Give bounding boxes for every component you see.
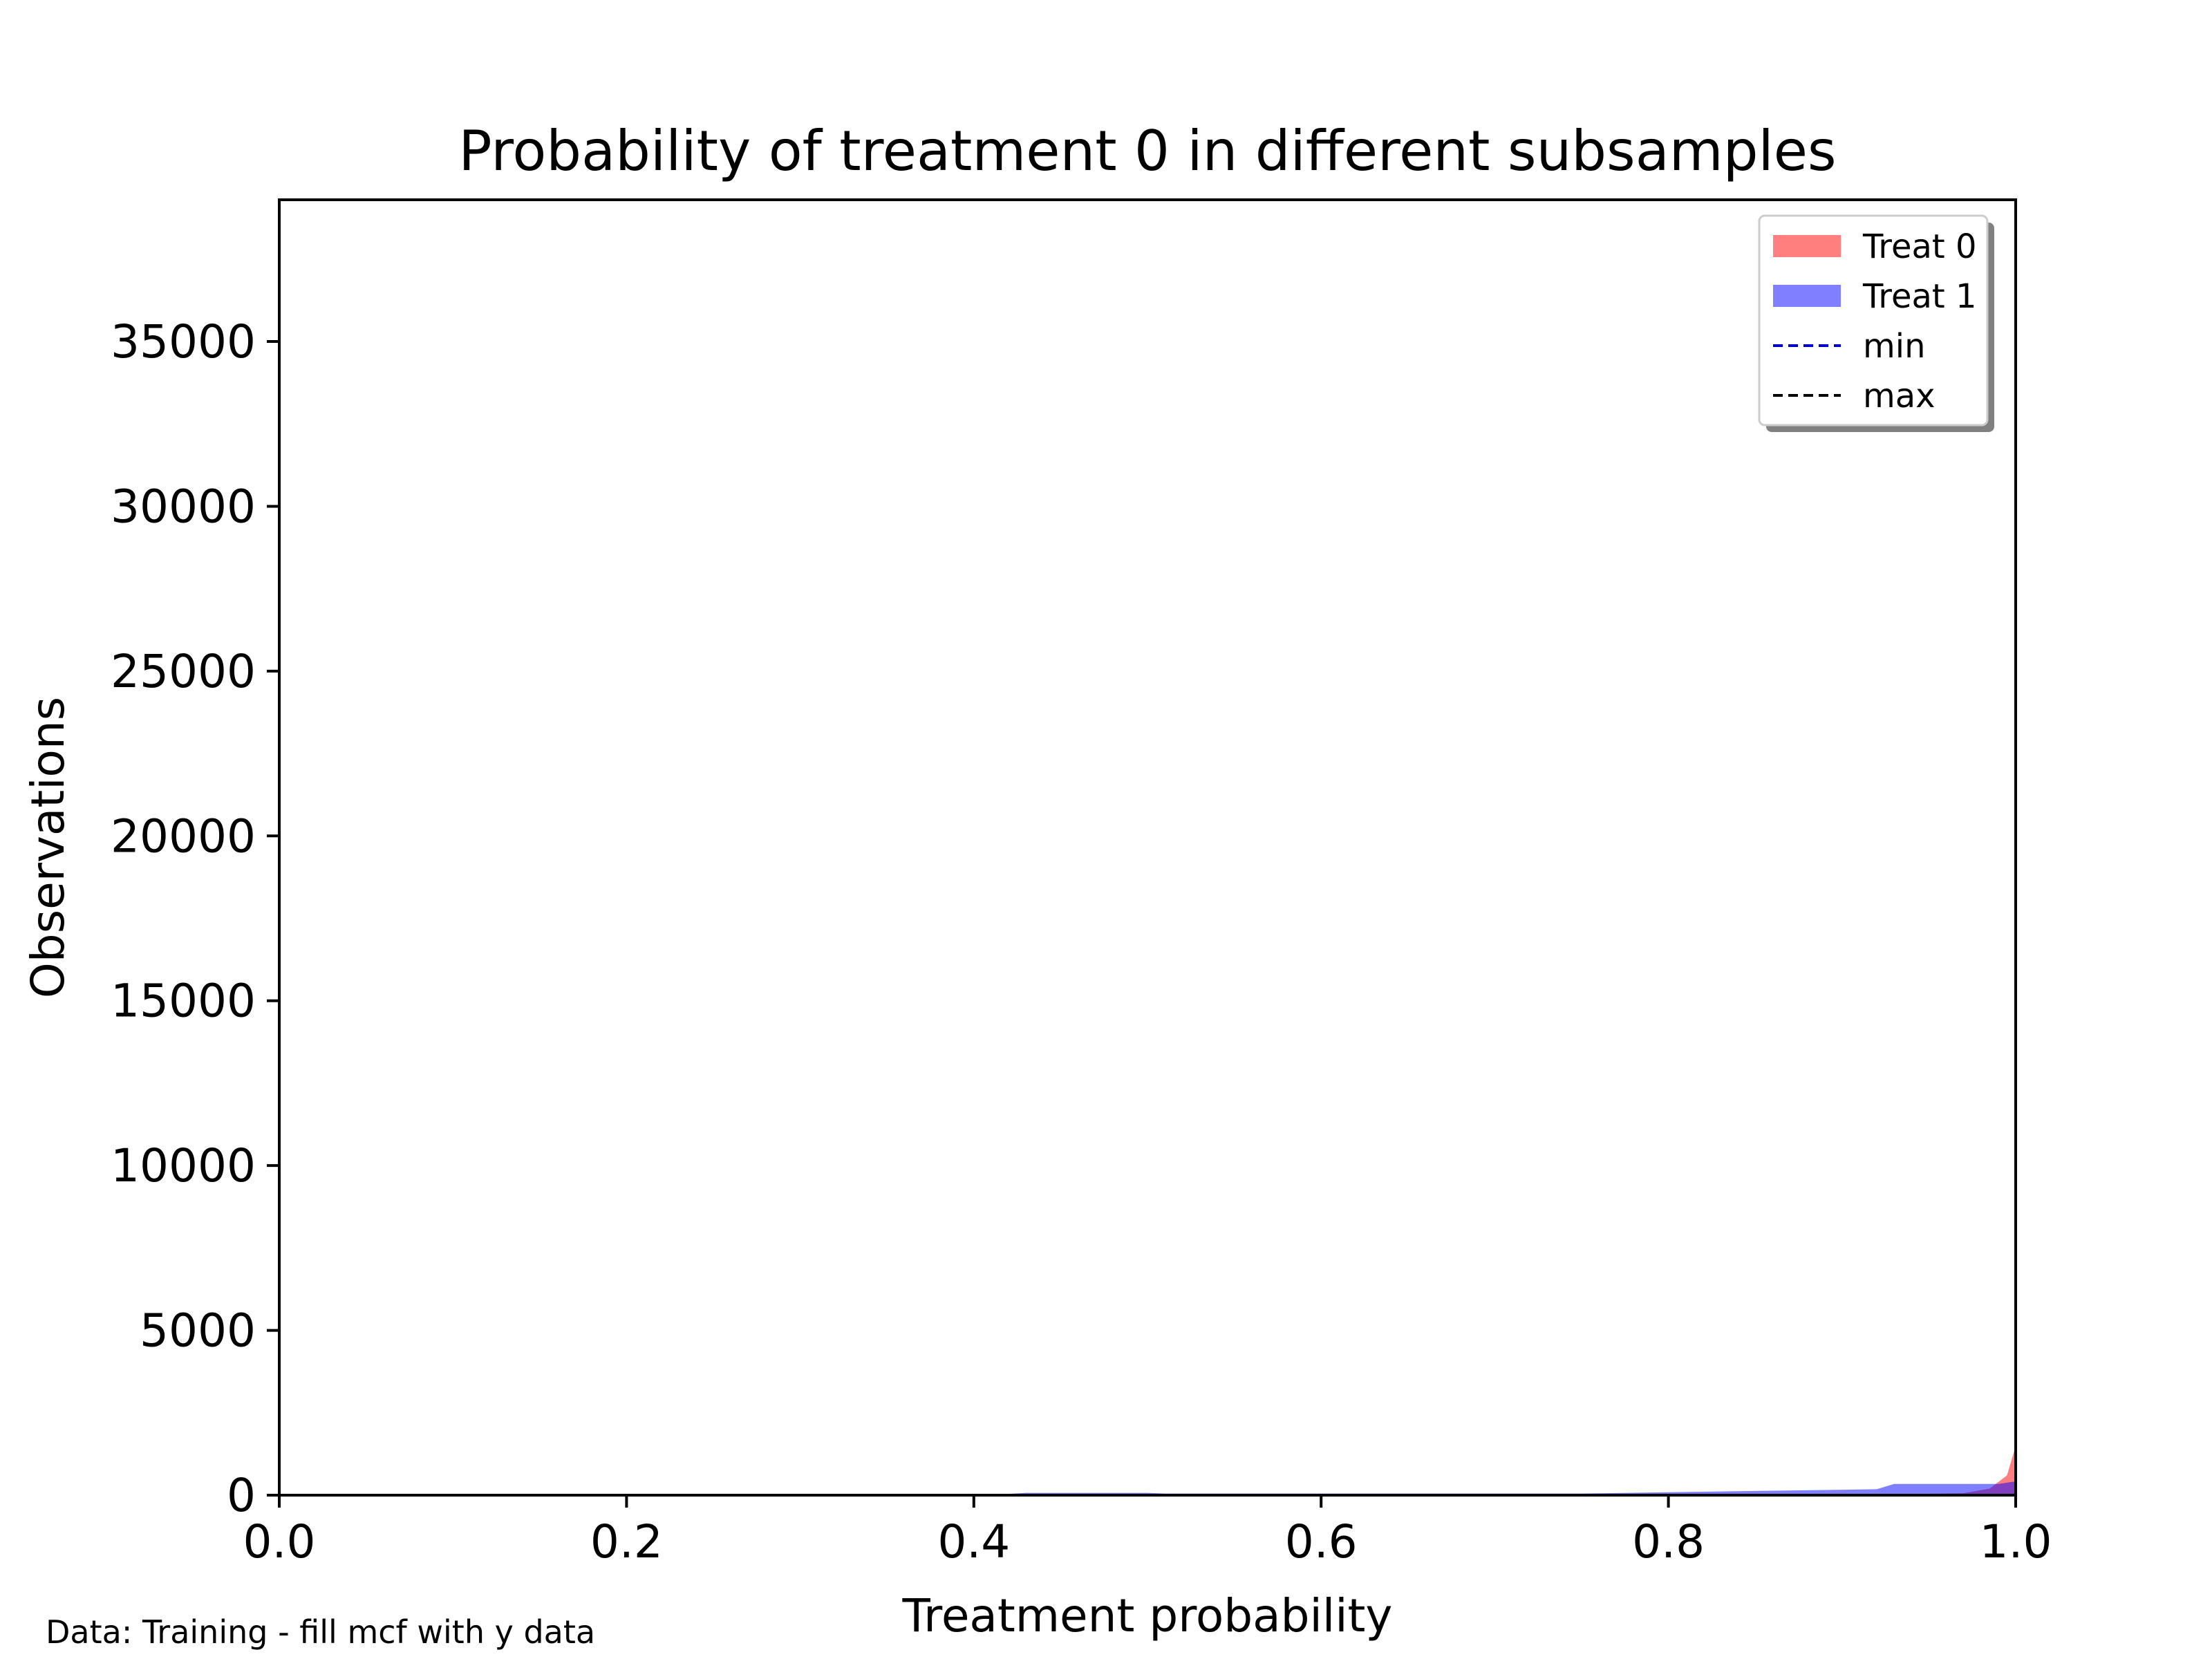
legend-label-min: min xyxy=(1863,327,1926,366)
legend: Treat 0 Treat 1 min max xyxy=(1758,214,1994,432)
x-tick-label: 0.6 xyxy=(1285,1515,1358,1568)
series-area-treat-1 xyxy=(279,1481,2016,1495)
y-tick-label: 5000 xyxy=(140,1304,256,1358)
axes-frame xyxy=(278,198,2017,1497)
y-tick-label: 35000 xyxy=(111,315,256,368)
y-tick-label: 20000 xyxy=(111,809,256,863)
legend-box xyxy=(1758,214,1989,427)
x-tick-label: 0.0 xyxy=(243,1515,316,1568)
legend-swatch-treat-0 xyxy=(1773,235,1841,257)
x-tick-label: 0.4 xyxy=(937,1515,1010,1568)
chart-title: Probability of treatment 0 in different … xyxy=(458,119,1836,183)
y-tick-label: 10000 xyxy=(111,1139,256,1192)
x-axis: 0.0 0.2 0.4 0.6 0.8 1.0 xyxy=(243,1495,2052,1568)
y-axis-label: Observations xyxy=(21,697,75,998)
x-axis-label: Treatment probability xyxy=(902,1589,1393,1642)
series-area-treat-0 xyxy=(279,1445,2016,1495)
x-tick-label: 1.0 xyxy=(1980,1515,2052,1568)
y-axis: 0 5000 10000 15000 20000 25000 30000 35000 xyxy=(111,315,279,1522)
data-source-note: Data: Training - fill mcf with y data xyxy=(46,1613,596,1651)
legend-label-treat-1: Treat 1 xyxy=(1862,277,1977,316)
x-tick-label: 0.2 xyxy=(590,1515,663,1568)
y-tick-label: 25000 xyxy=(111,645,256,698)
series-layer xyxy=(279,1445,2016,1495)
y-tick-label: 15000 xyxy=(111,975,256,1028)
x-tick-label: 0.8 xyxy=(1632,1515,1705,1568)
legend-label-max: max xyxy=(1863,377,1936,415)
legend-label-treat-0: Treat 0 xyxy=(1862,227,1977,266)
y-tick-label: 30000 xyxy=(111,480,256,533)
legend-swatch-treat-1 xyxy=(1773,285,1841,307)
y-tick-label: 0 xyxy=(227,1469,256,1522)
